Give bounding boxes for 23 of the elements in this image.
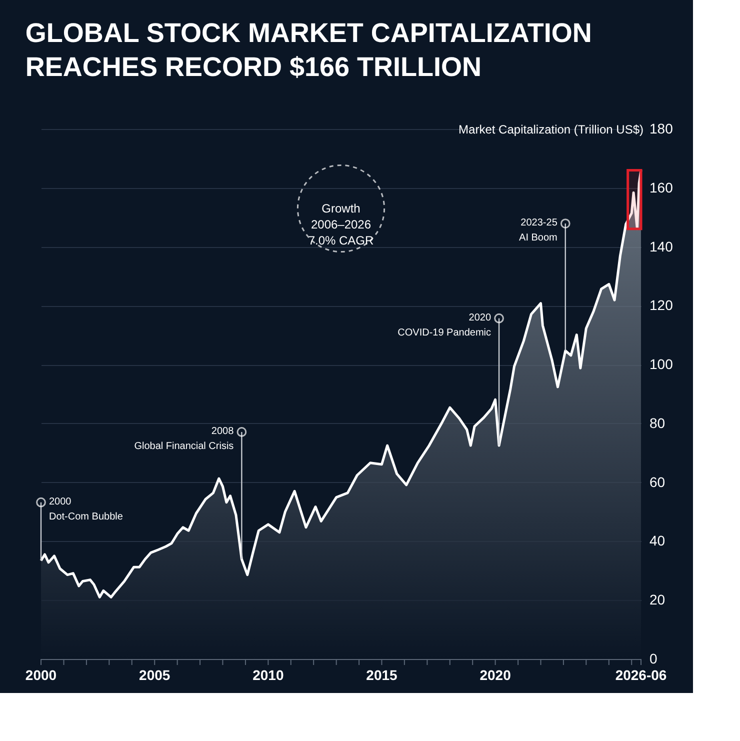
y-tick-label: 40 [650, 532, 666, 549]
annotation: 2000 Dot-Com Bubble [49, 496, 124, 522]
x-tick-label: 2005 [139, 667, 170, 683]
y-tick-label: 120 [650, 297, 674, 314]
x-tick-label: 2000 [25, 667, 57, 683]
y-tick-label: 140 [650, 238, 674, 254]
x-tick-label: 2015 [366, 667, 398, 683]
y-tick-label: 180 [650, 120, 674, 136]
y-tick-label: 160 [650, 179, 674, 196]
annotation: 2020 COVID-19 Pandemic [398, 312, 492, 338]
annotation: Growth 2006–2026 7.0% CAGR [308, 202, 374, 248]
y-tick-label: 60 [650, 474, 666, 490]
x-tick-label: 2020 [480, 667, 512, 683]
x-tick-label: 2026-06 [615, 667, 667, 683]
annotation: 2023-25 AI Boom [519, 218, 558, 244]
chart-title: GLOBAL STOCK MARKET CAPITALIZATION REACHES RECORD $166 TRILLION [25, 18, 592, 82]
y-tick-label: 0 [650, 650, 658, 666]
y-tick-label: 20 [650, 592, 666, 608]
annotation: 2008 Global Financial Crisis [134, 426, 234, 452]
y-tick-label: 80 [650, 414, 666, 431]
y-axis-title: Market Capitalization (Trillion US$) [458, 122, 644, 136]
x-tick-label: 2010 [252, 667, 284, 683]
y-tick-label: 100 [650, 356, 674, 372]
